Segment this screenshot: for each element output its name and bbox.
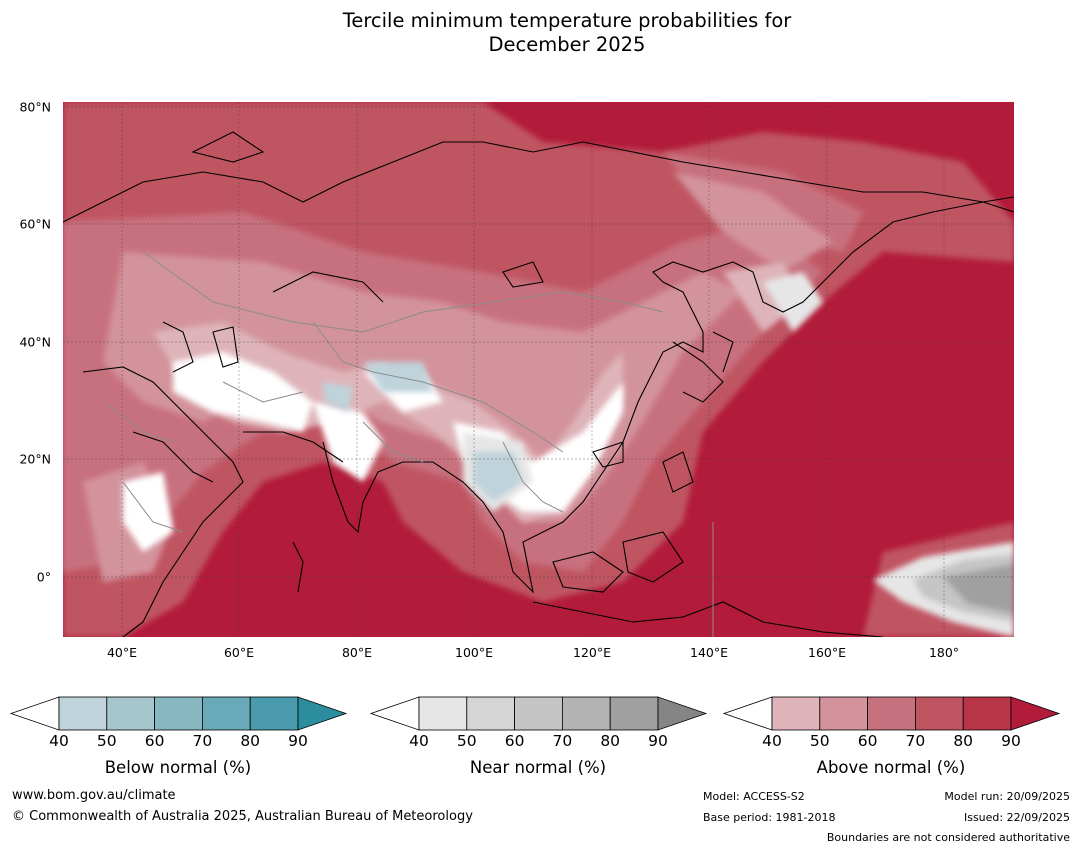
country-borders (102, 251, 714, 637)
colorbar-above-tick-label: 80 (953, 732, 974, 750)
base-period-text: Base period: 1981-2018 (703, 811, 836, 824)
lon-label-120e: 120°E (572, 645, 612, 660)
colorbar-below-tick-label: 80 (240, 732, 261, 750)
colorbar-above-min-arrow (722, 696, 773, 731)
lon-label-140e: 140°E (689, 645, 729, 660)
lat-label-40n: 40°N (19, 334, 51, 350)
colorbar-near-segment (562, 696, 611, 731)
lon-label-80e: 80°E (341, 645, 373, 660)
lon-label-180: 180° (928, 645, 960, 660)
title-line-1: Tercile minimum temperature probabilitie… (342, 9, 792, 32)
website-link[interactable]: www.bom.gov.au/climate (12, 788, 176, 803)
lat-label-80n: 80°N (19, 99, 51, 115)
colorbar-above-segment (819, 696, 868, 731)
probability-map (63, 102, 1014, 637)
colorbar-below-normal (9, 696, 348, 731)
colorbar-above-tick-label: 50 (809, 732, 830, 750)
lon-label-160e: 160°E (807, 645, 847, 660)
title-line-2: December 2025 (488, 33, 646, 56)
model-run-text: Model run: 20/09/2025 (944, 790, 1070, 803)
lat-label-20n: 20°N (19, 451, 51, 467)
near-normal-pacific (873, 542, 1014, 637)
above-normal-label: Above normal (%) (816, 758, 966, 777)
near-normal-label: Near normal (%) (469, 758, 607, 777)
colorbar-below-segment (249, 696, 299, 731)
colorbar-below-min-arrow (9, 696, 60, 731)
disclaimer-text: Boundaries are not considered authoritat… (826, 831, 1070, 844)
colorbar-near-min-arrow (369, 696, 420, 731)
copyright-text: © Commonwealth of Australia 2025, Austra… (12, 809, 473, 824)
colorbar-near-tick-label: 80 (600, 732, 621, 750)
colorbar-near-segment (466, 696, 515, 731)
colorbar-near-tick-label: 40 (409, 732, 429, 750)
map-canvas (63, 102, 1014, 637)
colorbar-near-tick-label: 60 (504, 732, 525, 750)
colorbar-below-tick-label: 50 (96, 732, 117, 750)
colorbar-below-max-arrow (297, 696, 348, 731)
lat-label-0: 0° (36, 569, 51, 585)
colorbar-below-segment (58, 696, 108, 731)
colorbar-near-segment (418, 696, 468, 731)
colorbars (9, 696, 1061, 731)
colorbar-near-segment (514, 696, 563, 731)
colorbar-above-max-arrow (1010, 696, 1061, 731)
colorbar-near-tick-label: 70 (552, 732, 573, 750)
colorbar-near-max-arrow (657, 696, 708, 731)
colorbar-above-segment (915, 696, 964, 731)
graticule (63, 102, 1014, 637)
colorbar-below-tick-label: 60 (144, 732, 165, 750)
below-normal-label: Below normal (%) (104, 758, 252, 777)
lat-label-60n: 60°N (19, 216, 51, 232)
colorbar-below-segment (106, 696, 156, 731)
colorbar-above-tick-label: 60 (857, 732, 878, 750)
colorbar-above-tick-label: 70 (905, 732, 926, 750)
colorbar-near-tick-label: 90 (648, 732, 668, 750)
colorbar-below-tick-label: 70 (192, 732, 213, 750)
colorbar-below-tick-label: 40 (49, 732, 69, 750)
colorbar-near-normal (369, 696, 708, 731)
lon-label-100e: 100°E (454, 645, 494, 660)
model-text: Model: ACCESS-S2 (703, 790, 805, 803)
colorbar-near-tick-label: 50 (456, 732, 477, 750)
map-title: Tercile minimum temperature probabilitie… (0, 9, 1081, 57)
lon-label-40e: 40°E (106, 645, 138, 660)
colorbar-above-segment (867, 696, 916, 731)
colorbar-above-tick-label: 90 (1001, 732, 1021, 750)
colorbar-above-segment (771, 696, 821, 731)
colorbar-above-segment (962, 696, 1012, 731)
colorbar-below-segment (154, 696, 203, 731)
colorbar-near-segment (609, 696, 659, 731)
colorbar-below-segment (201, 696, 251, 731)
colorbar-above-normal (722, 696, 1061, 731)
coastlines (63, 131, 1014, 637)
lon-label-60e: 60°E (223, 645, 255, 660)
colorbar-above-tick-label: 40 (762, 732, 782, 750)
colorbar-below-tick-label: 90 (288, 732, 308, 750)
issued-text: Issued: 22/09/2025 (963, 811, 1070, 824)
